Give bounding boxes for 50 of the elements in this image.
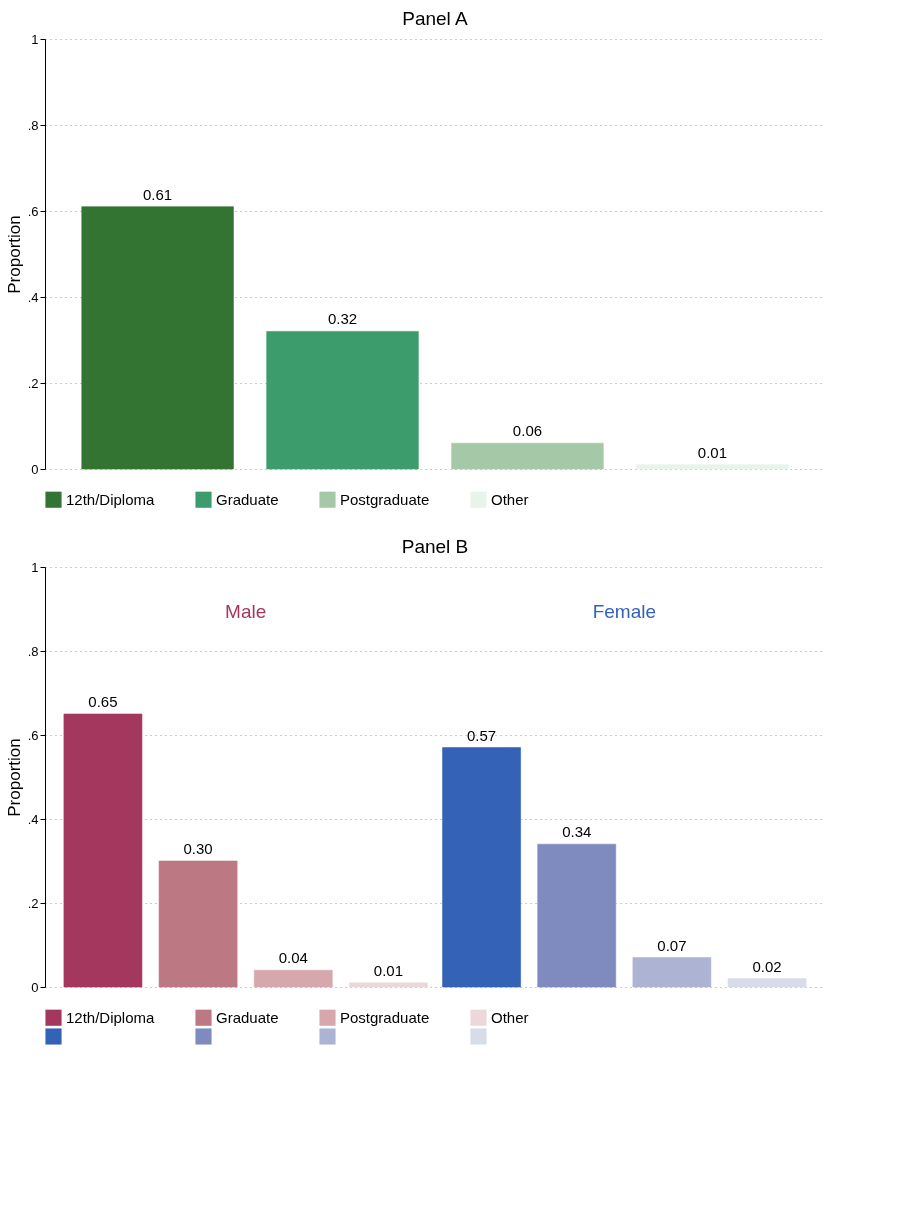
- chart-title: Panel B: [401, 536, 469, 557]
- bar: [158, 860, 238, 988]
- data-label: 0.07: [657, 936, 687, 954]
- data-label: 0.04: [278, 949, 308, 967]
- bar: [253, 969, 333, 988]
- y-tick-label: .2: [27, 375, 39, 391]
- data-label: 0.61: [143, 185, 173, 203]
- bar: [442, 747, 522, 988]
- y-tick-label: .6: [27, 203, 39, 219]
- data-label: 0.02: [752, 957, 782, 975]
- data-label: 0.34: [562, 823, 592, 841]
- y-tick-label: .4: [27, 811, 39, 827]
- legend-label: Postgraduate: [340, 1008, 430, 1026]
- legend-label: Other: [491, 1008, 529, 1026]
- x-tick-label: Female: [592, 601, 656, 622]
- bar: [636, 464, 789, 470]
- y-axis-title: Proportion: [4, 215, 24, 294]
- bar: [537, 843, 617, 988]
- bar: [727, 978, 807, 988]
- legend-label: Graduate: [216, 1008, 279, 1026]
- y-tick-label: 0: [31, 979, 39, 995]
- data-label: 0.30: [183, 840, 213, 857]
- legend-label: 12th/Diploma: [66, 1008, 156, 1026]
- y-tick-label: .8: [27, 117, 39, 133]
- data-label: 0.57: [466, 726, 497, 744]
- bar: [632, 957, 712, 988]
- y-tick-label: .8: [27, 643, 39, 659]
- y-axis-title: Proportion: [4, 738, 24, 817]
- legend-label: Other: [491, 490, 529, 508]
- y-tick-label: .6: [27, 727, 39, 743]
- y-tick-label: .2: [27, 895, 39, 911]
- chart-title: Panel A: [402, 8, 469, 29]
- y-tick-label: 0: [31, 461, 39, 477]
- legend-label: Graduate: [216, 490, 279, 508]
- y-tick-label: 1: [31, 31, 39, 47]
- bar: [451, 442, 604, 470]
- legend-label: 12th/Diploma: [66, 490, 156, 508]
- data-label: 0.65: [88, 693, 118, 710]
- y-tick-label: .4: [27, 289, 39, 305]
- bar: [266, 330, 419, 470]
- data-label: 0.01: [697, 443, 727, 461]
- legend-label: Postgraduate: [340, 490, 430, 508]
- y-tick-label: 1: [31, 559, 39, 575]
- x-tick-label: Male: [225, 601, 267, 622]
- data-label: 0.01: [373, 961, 404, 979]
- bar: [63, 713, 143, 988]
- bar: [348, 982, 428, 988]
- bar: [81, 206, 234, 470]
- data-label: 0.06: [512, 422, 543, 440]
- data-label: 0.32: [327, 310, 358, 328]
